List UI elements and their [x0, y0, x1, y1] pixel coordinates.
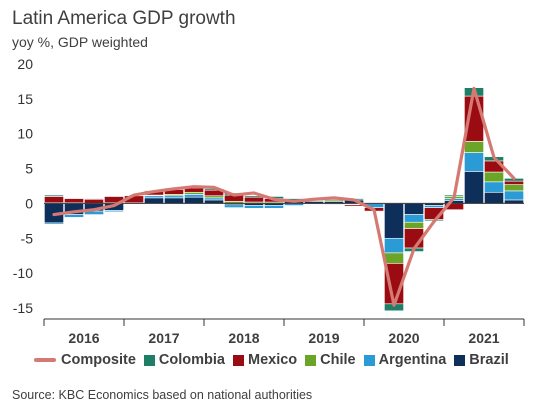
- bar-segment-brazil: [464, 171, 484, 204]
- x-tick-label: 2020: [388, 330, 419, 345]
- legend-label-argentina: Argentina: [378, 352, 447, 368]
- legend-item-chile: Chile: [305, 352, 356, 368]
- bar-segment-brazil: [484, 191, 504, 204]
- bar-segment-brazil: [144, 197, 164, 204]
- legend-swatch-mexico: [232, 354, 244, 366]
- source-note: Source: KBC Economics based on national …: [12, 388, 313, 402]
- bar-segment-argentina: [184, 194, 204, 198]
- bar-segment-chile: [184, 191, 204, 195]
- y-tick-label: -10: [13, 265, 33, 281]
- bar-segment-argentina: [424, 205, 444, 208]
- legend-swatch-colombia: [143, 354, 155, 366]
- y-tick-label: -5: [21, 230, 34, 246]
- legend-label-colombia: Colombia: [158, 352, 225, 368]
- y-tick-label: 10: [17, 126, 33, 142]
- bar-segment-brazil: [384, 203, 404, 239]
- composite-line: [52, 86, 516, 307]
- legend-item-composite: Composite: [34, 352, 136, 368]
- bar-segment-chile: [484, 171, 504, 183]
- bar-segment-argentina: [224, 204, 244, 208]
- bar-segment-mexico: [44, 196, 64, 204]
- legend-label-brazil: Brazil: [469, 352, 509, 368]
- bar-segment-mexico: [244, 196, 264, 203]
- chart-legend: Composite Colombia Mexico Chile Argentin…: [34, 352, 509, 368]
- bar-segment-mexico: [84, 198, 104, 204]
- gdp-growth-chart: -15 -10 -5 0 5 10 15 20 2016 2017 2018 2019 2020 2021: [13, 56, 525, 345]
- bar-segment-brazil: [504, 199, 524, 204]
- legend-label-chile: Chile: [320, 352, 356, 368]
- bar-segment-mexico: [64, 198, 84, 204]
- y-tick-label: 0: [25, 195, 33, 211]
- chart-title: Latin America GDP growth: [12, 8, 236, 29]
- bar-segment-chile: [464, 141, 484, 153]
- bar-segment-chile: [504, 184, 524, 192]
- legend-item-brazil: Brazil: [454, 352, 509, 368]
- legend-item-mexico: Mexico: [232, 352, 298, 368]
- bar-segment-argentina: [104, 210, 124, 213]
- y-tick-label: -15: [13, 300, 33, 316]
- legend-item-argentina: Argentina: [363, 352, 447, 368]
- bar-segment-colombia: [44, 194, 64, 197]
- bar-segment-argentina: [404, 214, 424, 223]
- bar-segment-colombia: [64, 197, 84, 199]
- y-tick-label: 20: [17, 56, 33, 72]
- legend-label-composite: Composite: [61, 352, 136, 368]
- legend-swatch-composite: [34, 358, 56, 362]
- x-tick-label: 2019: [308, 330, 339, 345]
- bar-segment-argentina: [464, 152, 484, 172]
- x-tick-label: 2021: [468, 330, 499, 345]
- bar-segment-brazil: [184, 196, 204, 204]
- bar-segment-argentina: [144, 195, 164, 199]
- legend-label-mexico: Mexico: [247, 352, 298, 368]
- y-tick-label: 15: [17, 91, 33, 107]
- bar-segment-colombia: [104, 195, 124, 197]
- bar-segment-argentina: [484, 181, 504, 193]
- bar-segment-argentina: [264, 205, 284, 209]
- bar-segment-brazil: [204, 199, 224, 204]
- legend-item-colombia: Colombia: [143, 352, 225, 368]
- bar-segment-argentina: [384, 237, 404, 254]
- chart-subtitle: yoy %, GDP weighted: [12, 34, 148, 50]
- x-tick-label: 2018: [228, 330, 259, 345]
- bar-segment-mexico: [344, 204, 364, 207]
- bar-segment-brazil: [404, 203, 424, 215]
- legend-swatch-argentina: [363, 354, 375, 366]
- bar-segment-argentina: [204, 197, 224, 201]
- bar-segment-mexico: [324, 203, 344, 206]
- bar-segment-argentina: [64, 214, 84, 218]
- bar-segment-argentina: [44, 222, 64, 225]
- bar-segment-chile: [204, 195, 224, 199]
- bar-segment-chile: [404, 221, 424, 229]
- legend-swatch-brazil: [454, 354, 466, 366]
- x-tick-label: 2017: [148, 330, 179, 345]
- bar-segment-colombia: [84, 198, 104, 200]
- bar-segment-argentina: [164, 195, 184, 199]
- y-tick-label: 5: [25, 161, 33, 177]
- bar-segment-argentina: [504, 190, 524, 201]
- bar-segment-mexico: [504, 180, 524, 185]
- bar-segment-chile: [384, 252, 404, 264]
- bar-segment-brazil: [164, 197, 184, 204]
- x-tick-label: 2016: [68, 330, 99, 345]
- bar-segment-argentina: [244, 205, 264, 209]
- legend-swatch-chile: [305, 354, 317, 366]
